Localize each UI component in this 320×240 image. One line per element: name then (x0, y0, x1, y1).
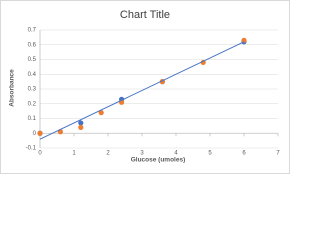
x-tick-label: 4 (174, 151, 178, 157)
x-tick-label: 7 (276, 151, 280, 157)
y-tick-label: -0.1 (26, 146, 37, 152)
point (37, 130, 43, 136)
chart-border (0, 0, 290, 174)
y-tick-label: 0.2 (28, 101, 37, 107)
page: Chart Title Glucose (umoles) Absorbance … (0, 0, 290, 174)
y-axis-title: Absorbance (9, 69, 16, 107)
point (78, 120, 84, 126)
y-tick-label: 0 (33, 131, 37, 137)
y-tick-label: 0.5 (28, 57, 37, 63)
chart-title: Chart Title (120, 9, 170, 21)
x-tick-label: 5 (208, 151, 212, 157)
y-tick-label: 0.4 (28, 72, 37, 78)
x-axis-title: Glucose (umoles) (131, 157, 186, 164)
x-tick-label: 2 (106, 151, 110, 157)
point (78, 124, 84, 130)
y-tick-label: 0.7 (28, 28, 37, 34)
x-tick-label: 3 (140, 151, 144, 157)
point (98, 110, 104, 116)
chart: Chart Title Glucose (umoles) Absorbance … (0, 0, 290, 174)
x-tick-label: 1 (72, 151, 76, 157)
x-tick-label: 6 (242, 151, 246, 157)
trendline (39, 41, 245, 140)
x-tick-label: 0 (38, 151, 42, 157)
y-tick-label: 0.1 (28, 116, 37, 122)
point (241, 37, 247, 43)
y-tick-label: 0.6 (28, 42, 37, 48)
y-tick-label: 0.3 (28, 87, 37, 93)
